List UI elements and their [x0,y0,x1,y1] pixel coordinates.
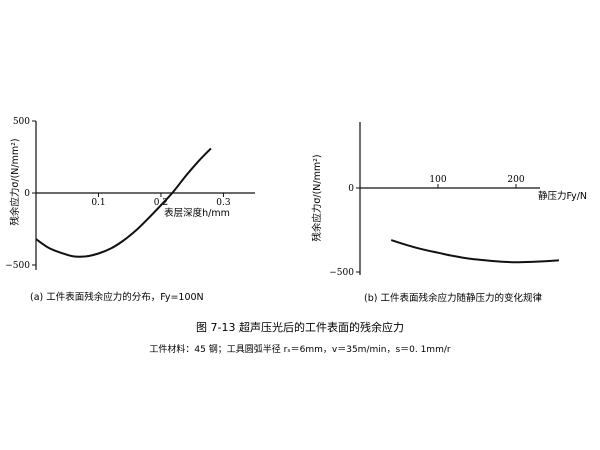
chart-a-y-tick-label: 0 [24,189,30,199]
chart-b-x-tick-label: 100 [429,175,446,185]
chart-a-series-line [35,147,212,258]
chart-b: 100 200 0 −500 静压力Fy/N 残余应力σ/(N/mm²) (b) 工… [311,122,587,304]
chart-a: 0.1 0.2 0.3 500 0 −500 表层深度h/mm 残余应力σ/(N/mm²… [5,117,255,303]
chart-a-caption: (a) 工件表面残余应力的分布，Fy=100N [30,291,204,303]
chart-b-x-label: 静压力Fy/N [538,190,587,202]
chart-a-x-label: 表层深度h/mm [164,207,230,219]
figure-title: 图 7-13 超声压光后的工件表面的残余应力 [196,320,404,334]
chart-b-caption: (b) 工件表面残余应力随静压力的变化规律 [364,292,542,304]
chart-a-y-tick-label: 500 [13,117,30,127]
chart-b-y-tick-label: −500 [329,268,354,278]
chart-b-y-tick-label: 0 [348,184,354,194]
chart-a-x-tick-label: 0.3 [216,198,231,208]
chart-a-x-tick-label: 0.2 [154,198,168,208]
figure-note: 工件材料：45 钢；工具圆弧半径 rₛ＝6mm，v＝35m/min，s＝0. 1… [149,343,450,355]
chart-b-y-label: 残余应力σ/(N/mm²) [311,154,323,241]
chart-b-series-line [390,239,560,264]
chart-b-x-tick-label: 200 [507,175,524,185]
chart-a-x-tick-label: 0.1 [91,198,105,208]
chart-a-y-label: 残余应力σ/(N/mm²) [9,138,21,225]
chart-a-y-tick-label: −500 [5,261,30,271]
